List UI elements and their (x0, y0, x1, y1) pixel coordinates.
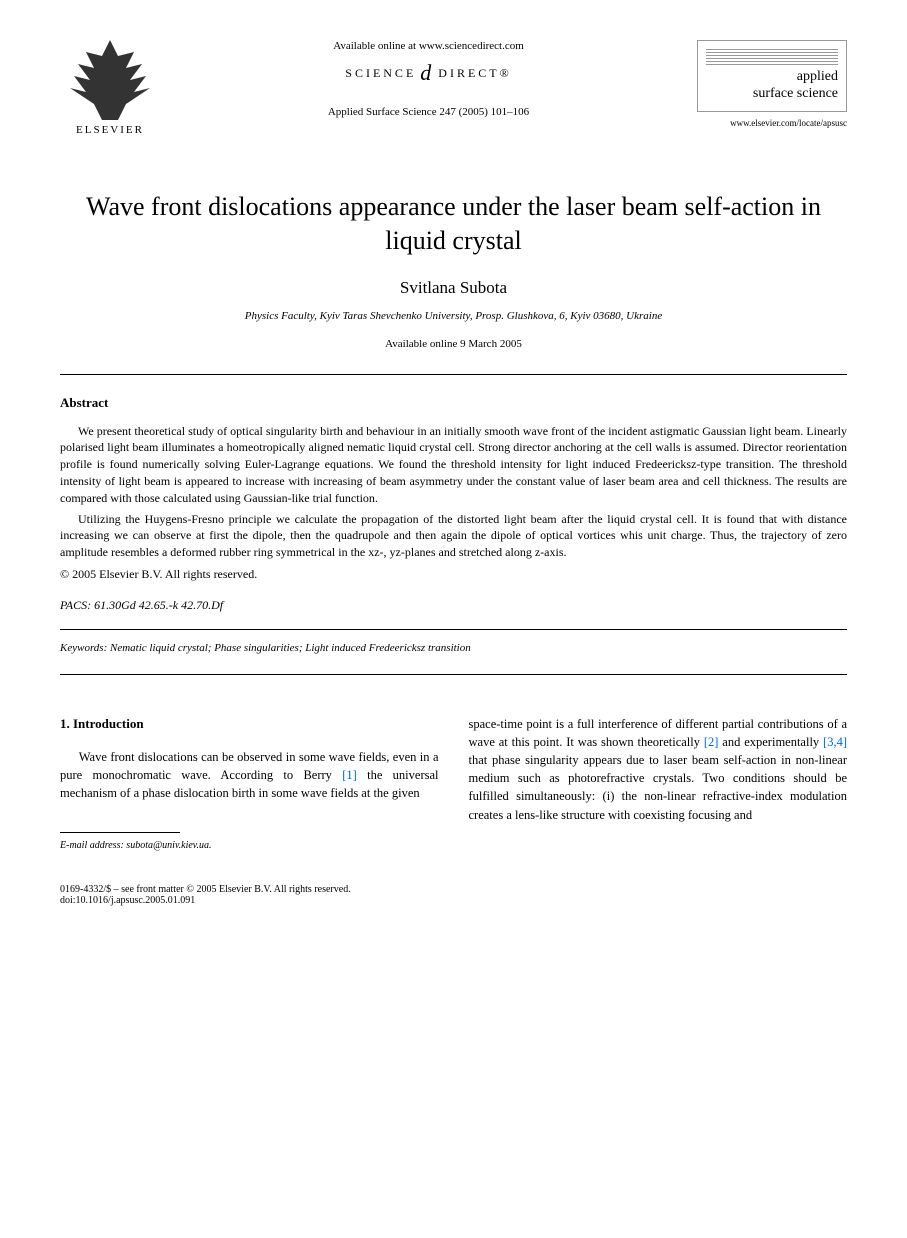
abstract-heading: Abstract (60, 395, 847, 411)
rule-mid (60, 629, 847, 630)
sd-right: DIRECT® (438, 66, 511, 81)
journal-bars-icon (706, 49, 838, 65)
center-header: Available online at www.sciencedirect.co… (160, 40, 697, 118)
right-text-c: that phase singularity appears due to la… (469, 753, 848, 821)
header-row: ELSEVIER Available online at www.science… (60, 40, 847, 150)
abstract-para-2: Utilizing the Huygens-Fresno principle w… (60, 511, 847, 561)
ref-link-1[interactable]: [1] (342, 768, 357, 782)
elsevier-logo: ELSEVIER (60, 40, 160, 150)
citation: Applied Surface Science 247 (2005) 101–1… (180, 106, 677, 118)
email-label: E-mail address: (60, 840, 124, 851)
right-para: space-time point is a full interference … (469, 715, 848, 824)
ref-link-2[interactable]: [2] (704, 735, 719, 749)
footer-line-2: doi:10.1016/j.apsusc.2005.01.091 (60, 895, 847, 906)
science-direct-logo: SCIENCE d DIRECT® (180, 60, 677, 86)
pacs-value: 61.30Gd 42.65.-k 42.70.Df (91, 598, 223, 612)
article-title: Wave front dislocations appearance under… (60, 190, 847, 258)
available-date: Available online 9 March 2005 (60, 338, 847, 350)
intro-para: Wave front dislocations can be observed … (60, 748, 439, 802)
pacs-label: PACS: (60, 598, 91, 612)
body-columns: 1. Introduction Wave front dislocations … (60, 715, 847, 854)
keywords-value: Nematic liquid crystal; Phase singularit… (107, 642, 470, 654)
right-text-b: and experimentally (718, 735, 823, 749)
copyright: © 2005 Elsevier B.V. All rights reserved… (60, 567, 847, 582)
abstract-para-1: We present theoretical study of optical … (60, 423, 847, 507)
footer-line-1: 0169-4332/$ – see front matter © 2005 El… (60, 884, 847, 895)
section-heading: 1. Introduction (60, 715, 439, 734)
journal-name-2: surface science (706, 86, 838, 103)
sd-at-icon: d (420, 60, 434, 86)
author: Svitlana Subota (60, 278, 847, 298)
keywords-label: Keywords: (60, 642, 107, 654)
ref-link-34[interactable]: [3,4] (823, 735, 847, 749)
affiliation: Physics Faculty, Kyiv Taras Shevchenko U… (60, 310, 847, 322)
right-column: space-time point is a full interference … (469, 715, 848, 854)
elsevier-tree-icon (70, 40, 150, 120)
pacs: PACS: 61.30Gd 42.65.-k 42.70.Df (60, 598, 847, 613)
footnote: E-mail address: subota@univ.kiev.ua. (60, 839, 439, 854)
footnote-rule (60, 832, 180, 833)
left-column: 1. Introduction Wave front dislocations … (60, 715, 439, 854)
journal-box: applied surface science www.elsevier.com… (697, 40, 847, 128)
publisher-name: ELSEVIER (76, 124, 144, 136)
journal-logo: applied surface science (697, 40, 847, 112)
keywords: Keywords: Nematic liquid crystal; Phase … (60, 642, 847, 654)
available-online-text: Available online at www.sciencedirect.co… (180, 40, 677, 52)
journal-name-1: applied (706, 69, 838, 86)
sd-left: SCIENCE (345, 66, 416, 81)
rule-bottom (60, 674, 847, 675)
journal-url: www.elsevier.com/locate/apsusc (697, 118, 847, 128)
email-value: subota@univ.kiev.ua. (124, 840, 212, 851)
footer: 0169-4332/$ – see front matter © 2005 El… (60, 884, 847, 906)
rule-top (60, 374, 847, 375)
